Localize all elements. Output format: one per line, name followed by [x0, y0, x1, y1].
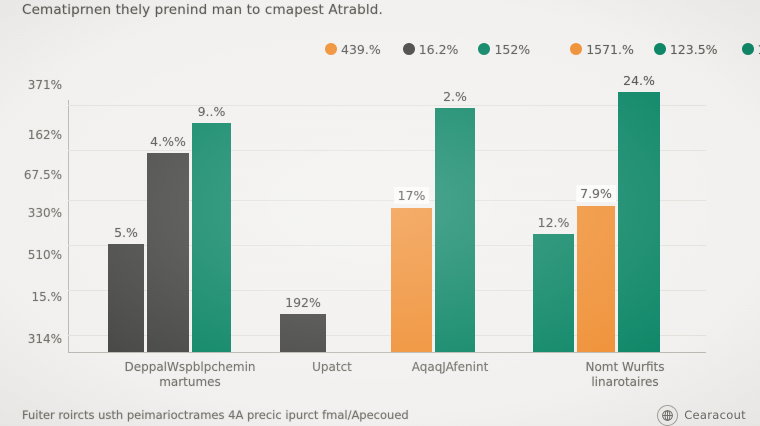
y-axis-tick-labels: 371% 162% 67.5% 330% 510% 15.% 314% — [4, 0, 62, 426]
x-axis-line — [68, 352, 706, 353]
y-axis-line — [68, 100, 69, 353]
bar-value-label: 9..% — [197, 104, 226, 119]
x-category-label-0: DeppalWspblpchemin martumes — [124, 360, 256, 389]
gridline-5 — [68, 335, 706, 336]
legend-label: 1571.% — [586, 41, 634, 57]
plot-area: 5.% 4.%% 9..% 192% 17% 2.% 12.% 7.9% 24.% — [68, 73, 706, 352]
bar-value-label: 5.% — [114, 225, 138, 240]
bar-g3-2[interactable]: 24.% — [618, 73, 660, 352]
gridline-4 — [68, 290, 706, 291]
bar-g2-0[interactable]: 17% — [391, 187, 432, 352]
brand-badge: Cearacout — [657, 404, 746, 426]
y-tick-label-0: 371% — [27, 78, 62, 92]
legend-swatch-icon — [653, 43, 666, 55]
legend-item-4[interactable]: 123.5% — [653, 41, 718, 57]
bar-g2-1[interactable]: 2.% — [435, 89, 475, 352]
bar-g3-1[interactable]: 7.9% — [576, 185, 616, 352]
x-category-label-2: AqaqJAfenint — [411, 360, 489, 374]
chart-legend: 439.% 16.2% 152% 1571.% 123.5% 100.2% — [325, 38, 760, 60]
bar-value-label: 4.%% — [150, 134, 186, 149]
bar-g0-0[interactable]: 5.% — [108, 225, 144, 352]
y-tick-label-4: 510% — [27, 248, 62, 262]
legend-swatch-icon — [478, 43, 491, 55]
legend-item-3[interactable]: 1571.% — [570, 42, 634, 57]
legend-label: 16.2% — [418, 41, 459, 57]
brand-name: Cearacout — [684, 408, 746, 422]
gridline-0 — [68, 105, 706, 106]
legend-label: 123.5% — [669, 41, 718, 57]
legend-swatch-icon — [570, 43, 583, 55]
y-tick-label-6: 314% — [27, 332, 62, 346]
bar-value-label: 7.9% — [576, 185, 616, 202]
legend-label: 439.% — [341, 41, 381, 57]
legend-label: 100.2% — [758, 42, 760, 57]
bar-g3-0[interactable]: 12.% — [533, 215, 574, 352]
gridline-3 — [68, 245, 706, 246]
bar-value-label: 2.% — [443, 89, 467, 104]
bar-g1-0[interactable]: 192% — [280, 295, 326, 352]
legend-swatch-icon — [325, 43, 337, 55]
gridline-2 — [68, 200, 706, 201]
chart-title: Cematiprnen thely prenind man to cmapest… — [22, 2, 383, 18]
legend-swatch-icon — [741, 43, 754, 55]
legend-swatch-icon — [402, 43, 415, 55]
y-tick-label-2: 67.5% — [23, 168, 62, 182]
globe-grid-icon — [657, 404, 679, 426]
bar-value-label: 12.% — [537, 215, 570, 230]
y-tick-label-3: 330% — [27, 206, 62, 220]
legend-item-5[interactable]: 100.2% — [741, 42, 760, 57]
y-tick-label-5: 15.% — [31, 290, 63, 304]
bar-value-label: 17% — [393, 187, 430, 204]
legend-item-0[interactable]: 439.% — [325, 42, 381, 57]
legend-item-2[interactable]: 152% — [478, 42, 530, 57]
bar-value-label: 192% — [285, 295, 321, 310]
legend-item-1[interactable]: 16.2% — [402, 41, 459, 57]
bar-g0-1[interactable]: 4.%% — [147, 134, 189, 352]
bar-value-label: 24.% — [623, 73, 655, 88]
y-tick-label-1: 162% — [27, 128, 62, 142]
x-category-label-1: Upatct — [312, 360, 352, 374]
legend-label: 152% — [494, 41, 531, 57]
gridline-1 — [68, 150, 706, 151]
footer-note: Fuiter roircts usth peimarioctrames 4A p… — [22, 408, 409, 422]
bar-g0-2[interactable]: 9..% — [192, 104, 231, 352]
x-category-label-3: Nomt Wurfits linarotaires — [585, 360, 665, 389]
